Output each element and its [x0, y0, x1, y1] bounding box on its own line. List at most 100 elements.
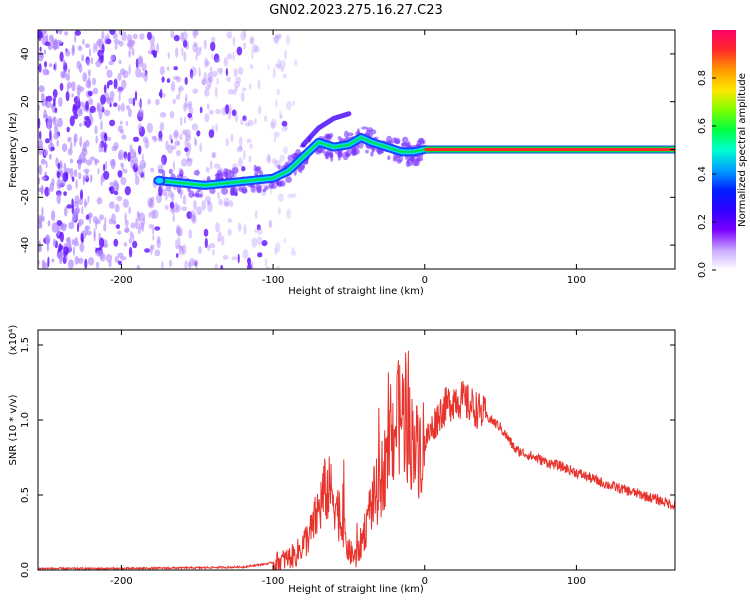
spectrogram-noise-speck — [99, 142, 103, 148]
spectrogram-noise-speck — [106, 97, 112, 104]
spectrogram-noise-speck — [205, 85, 211, 90]
spectrogram-track-speck — [345, 149, 352, 157]
spectrogram-noise-speck — [51, 222, 58, 233]
spectrogram-noise-speck — [193, 200, 197, 210]
spectrogram-noise-speck — [117, 230, 122, 235]
figure-title: GN02.2023.275.16.27.C23 — [269, 3, 443, 18]
spectrogram-y-tick-label: -40 — [20, 237, 31, 253]
spectrogram-noise-speck — [206, 103, 210, 110]
spectrogram-noise-speck — [247, 262, 253, 269]
spectrogram-noise-speck — [170, 138, 173, 144]
spectrogram-noise-speck — [41, 259, 46, 267]
snr-panel: -200 -100 0 100 0.0 0.5 1.0 1.5 Height of stra… — [8, 325, 676, 595]
spectrogram-noise-cloud — [38, 30, 298, 269]
colorbar-scale — [712, 30, 736, 270]
spectrogram-noise-speck — [274, 63, 282, 68]
spectrogram-noise-speck — [72, 103, 79, 111]
spectrogram-noise-speck — [99, 237, 105, 249]
spectrogram-noise-speck — [128, 49, 132, 58]
spectrogram-noise-speck — [120, 162, 124, 167]
spectrogram-noise-speck — [77, 45, 83, 51]
spectrogram-noise-speck — [215, 123, 218, 132]
spectrogram-noise-speck — [74, 34, 77, 43]
spectrogram-noise-speck — [183, 102, 187, 112]
spectrogram-noise-speck — [155, 98, 160, 106]
spectrogram-noise-speck — [101, 43, 105, 54]
spectrogram-noise-speck — [242, 115, 247, 121]
spectrogram-noise-speck — [194, 261, 198, 267]
spectrogram-track-speck — [417, 137, 424, 144]
spectrogram-noise-speck — [148, 211, 151, 218]
spectrogram-x-label: Height of straight line (km) — [288, 286, 424, 297]
spectrogram-noise-speck — [234, 113, 239, 123]
spectrogram-noise-speck — [69, 167, 74, 179]
spectrogram-noise-speck — [52, 116, 57, 125]
spectrogram-noise-speck — [57, 117, 63, 128]
spectrogram-noise-speck — [172, 75, 180, 80]
spectrogram-noise-speck — [238, 146, 243, 151]
spectrogram-noise-speck — [82, 175, 85, 186]
spectrogram-blob — [153, 175, 166, 186]
spectrogram-noise-speck — [182, 39, 188, 48]
spectrogram-noise-speck — [276, 88, 280, 96]
spectrogram-noise-speck — [257, 105, 262, 115]
spectrogram-noise-speck — [278, 207, 281, 216]
spectrogram-branch — [300, 111, 352, 148]
spectrogram-x-tick-label: 0 — [422, 275, 428, 286]
snr-y-tick-label: 1.0 — [20, 412, 31, 428]
spectrogram-noise-speck — [61, 143, 68, 152]
spectrogram-noise-speck — [88, 98, 93, 105]
spectrogram-noise-speck — [43, 49, 47, 55]
spectrogram-noise-speck — [51, 210, 56, 222]
spectrogram-noise-speck — [127, 108, 132, 118]
spectrogram-noise-speck — [201, 200, 207, 211]
spectrogram-track-speck — [193, 170, 200, 176]
spectrogram-noise-speck — [87, 195, 90, 203]
spectrogram-noise-speck — [104, 160, 108, 171]
spectrogram-noise-speck — [159, 112, 167, 118]
spectrogram-noise-speck — [94, 158, 98, 166]
spectrogram-noise-speck — [55, 30, 59, 34]
spectrogram-noise-speck — [242, 42, 247, 50]
spectrogram-noise-speck — [124, 155, 127, 161]
spectrogram-track-speck — [370, 151, 374, 157]
spectrogram-noise-speck — [193, 136, 197, 147]
spectrogram-noise-speck — [242, 249, 249, 259]
spectrogram-track-speck — [285, 176, 292, 183]
spectrogram-y-tick-label: 40 — [20, 48, 31, 61]
spectrogram-noise-speck — [151, 196, 155, 202]
spectrogram-noise-speck — [207, 244, 211, 251]
spectrogram-noise-speck — [63, 162, 67, 173]
spectrogram-noise-speck — [256, 224, 261, 231]
spectrogram-noise-speck — [42, 68, 49, 76]
spectrogram-noise-speck — [119, 129, 125, 134]
spectrogram-noise-speck — [89, 156, 96, 161]
spectrogram-noise-speck — [113, 78, 118, 90]
spectrogram-y-tick-label: 20 — [20, 95, 31, 108]
spectrogram-noise-speck — [199, 106, 203, 114]
spectrogram-noise-speck — [56, 225, 61, 236]
spectrogram-noise-speck — [234, 86, 238, 91]
spectrogram-noise-speck — [177, 237, 181, 248]
spectrogram-noise-speck — [40, 215, 45, 222]
spectrogram-noise-speck — [217, 231, 222, 242]
spectrogram-noise-speck — [232, 89, 237, 95]
spectrogram-noise-speck — [112, 32, 118, 40]
spectrogram-track-speck — [275, 182, 281, 186]
spectrogram-noise-speck — [180, 32, 184, 42]
spectrogram-noise-speck — [172, 214, 175, 222]
spectrogram-noise-speck — [184, 260, 188, 269]
colorbar-label: Normalized spectral amplitude — [737, 73, 748, 227]
spectrogram-noise-speck — [134, 175, 140, 186]
spectrogram-noise-speck — [48, 187, 51, 196]
spectrogram-x-tick-label: 100 — [567, 275, 586, 286]
spectrogram-noise-speck — [132, 97, 136, 107]
spectrogram-noise-speck — [251, 43, 258, 53]
spectrogram-noise-speck — [88, 212, 92, 224]
spectrogram-noise-speck — [71, 81, 76, 92]
snr-x-tick-label: 0 — [422, 576, 428, 587]
spectrogram-noise-speck — [89, 48, 91, 57]
spectrogram-noise-speck — [119, 120, 123, 125]
